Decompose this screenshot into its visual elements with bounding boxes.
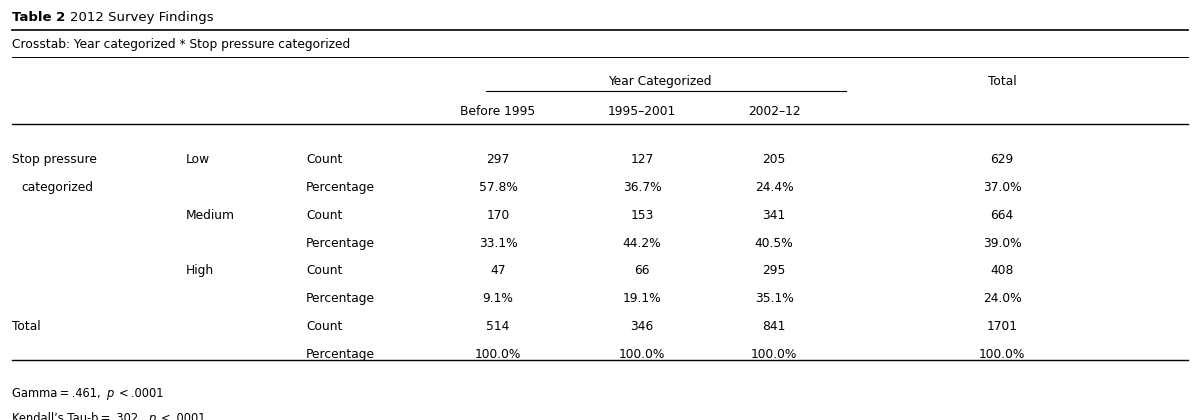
Text: 100.0%: 100.0% xyxy=(619,348,665,361)
Text: 205: 205 xyxy=(762,153,786,166)
Text: Before 1995: Before 1995 xyxy=(461,105,535,118)
Text: Count: Count xyxy=(306,209,342,222)
Text: 1995–2001: 1995–2001 xyxy=(608,105,676,118)
Text: Crosstab: Year categorized * Stop pressure categorized: Crosstab: Year categorized * Stop pressu… xyxy=(12,38,350,51)
Text: Gamma = .461,: Gamma = .461, xyxy=(12,387,103,400)
Text: 35.1%: 35.1% xyxy=(755,292,793,305)
Text: 47: 47 xyxy=(491,265,505,278)
Text: Count: Count xyxy=(306,320,342,333)
Text: 44.2%: 44.2% xyxy=(623,236,661,249)
Text: 127: 127 xyxy=(630,153,654,166)
Text: 24.0%: 24.0% xyxy=(983,292,1021,305)
Text: 346: 346 xyxy=(630,320,654,333)
Text: Low: Low xyxy=(186,153,210,166)
Text: 37.0%: 37.0% xyxy=(983,181,1021,194)
Text: 297: 297 xyxy=(486,153,510,166)
Text: 33.1%: 33.1% xyxy=(479,236,517,249)
Text: 19.1%: 19.1% xyxy=(623,292,661,305)
Text: 2012 Survey Findings: 2012 Survey Findings xyxy=(70,11,214,24)
Text: p: p xyxy=(106,387,113,400)
Text: High: High xyxy=(186,265,214,278)
Text: Percentage: Percentage xyxy=(306,348,374,361)
Text: 36.7%: 36.7% xyxy=(623,181,661,194)
Text: Table 2: Table 2 xyxy=(12,11,65,24)
Text: Percentage: Percentage xyxy=(306,236,374,249)
Text: Stop pressure: Stop pressure xyxy=(12,153,97,166)
Text: Total: Total xyxy=(988,75,1016,88)
Text: 629: 629 xyxy=(990,153,1014,166)
Text: categorized: categorized xyxy=(22,181,94,194)
Text: 514: 514 xyxy=(486,320,510,333)
Text: 841: 841 xyxy=(762,320,786,333)
Text: 100.0%: 100.0% xyxy=(751,348,797,361)
Text: p: p xyxy=(148,412,155,420)
Text: Year Categorized: Year Categorized xyxy=(608,75,712,88)
Text: 57.8%: 57.8% xyxy=(479,181,517,194)
Text: 408: 408 xyxy=(990,265,1014,278)
Text: Medium: Medium xyxy=(186,209,235,222)
Text: 24.4%: 24.4% xyxy=(755,181,793,194)
Text: Percentage: Percentage xyxy=(306,292,374,305)
Text: 100.0%: 100.0% xyxy=(475,348,521,361)
Text: 153: 153 xyxy=(630,209,654,222)
Text: 39.0%: 39.0% xyxy=(983,236,1021,249)
Text: < .0001: < .0001 xyxy=(161,412,205,420)
Text: Count: Count xyxy=(306,265,342,278)
Text: Kendall’s Tau-b = .302,: Kendall’s Tau-b = .302, xyxy=(12,412,144,420)
Text: < .0001: < .0001 xyxy=(119,387,163,400)
Text: 664: 664 xyxy=(990,209,1014,222)
Text: 40.5%: 40.5% xyxy=(755,236,793,249)
Text: Total: Total xyxy=(12,320,41,333)
Text: Percentage: Percentage xyxy=(306,181,374,194)
Text: 1701: 1701 xyxy=(986,320,1018,333)
Text: 341: 341 xyxy=(762,209,786,222)
Text: 295: 295 xyxy=(762,265,786,278)
Text: 100.0%: 100.0% xyxy=(979,348,1025,361)
Text: 170: 170 xyxy=(486,209,510,222)
Text: 9.1%: 9.1% xyxy=(482,292,514,305)
Text: 2002–12: 2002–12 xyxy=(748,105,800,118)
Text: Count: Count xyxy=(306,153,342,166)
Text: 66: 66 xyxy=(635,265,649,278)
